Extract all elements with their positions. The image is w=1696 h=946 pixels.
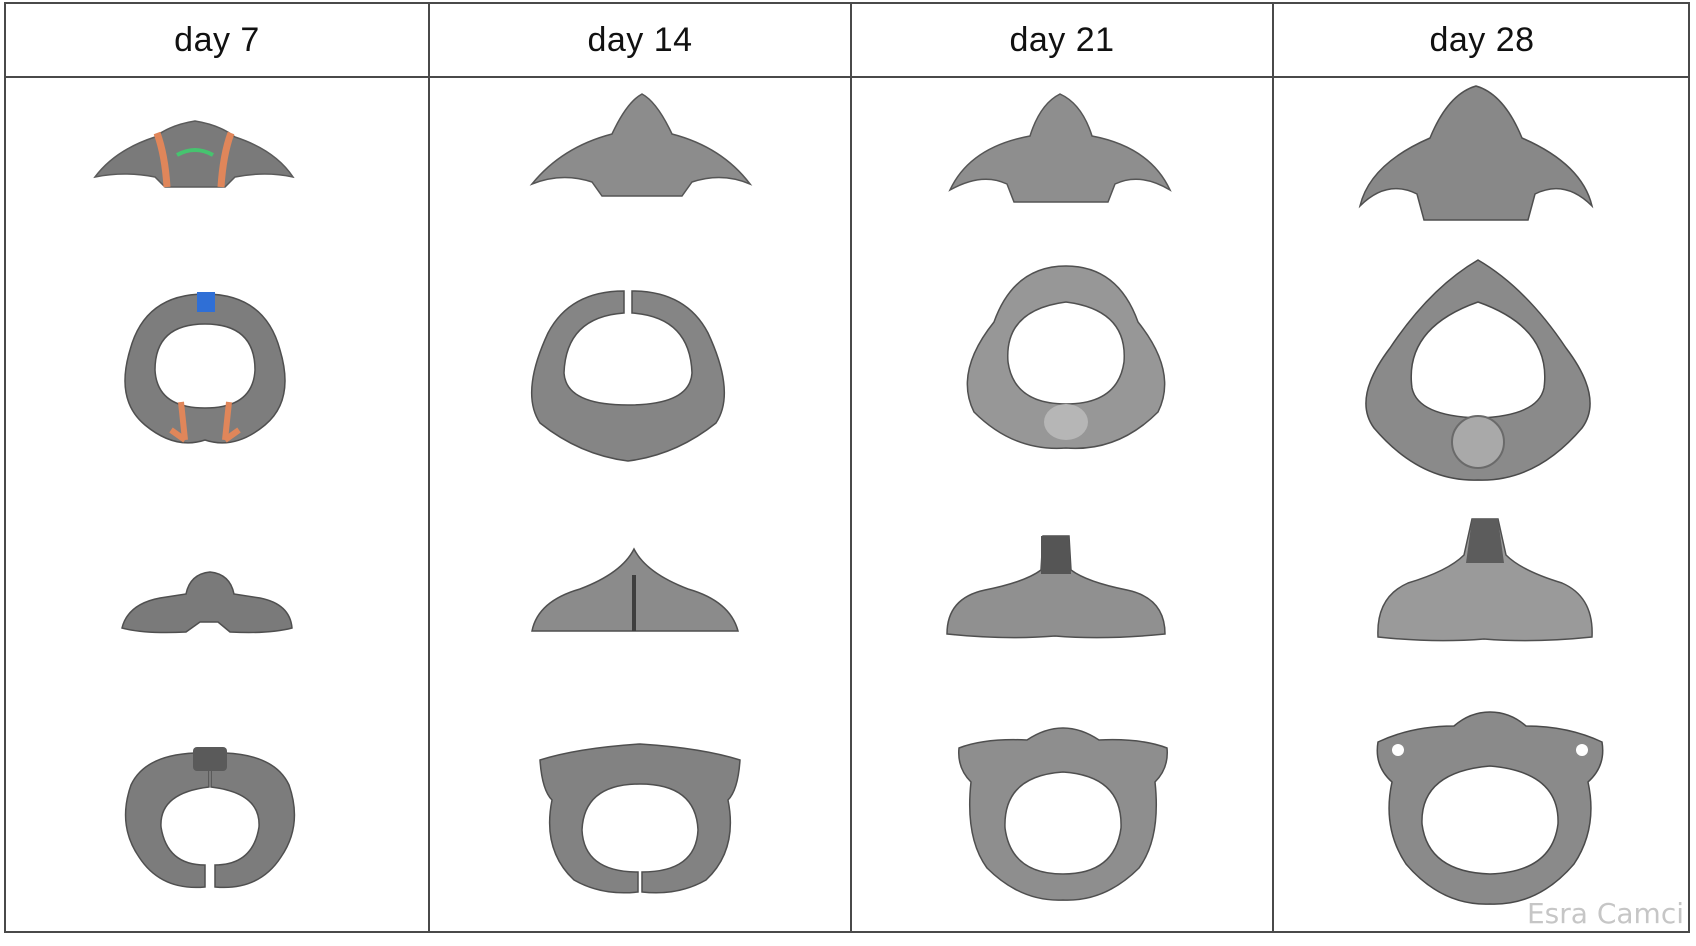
column-divider	[850, 4, 852, 931]
vertebra-day7-view1	[93, 120, 295, 188]
column-header-day28: day 28	[1429, 20, 1535, 59]
column-header-day14: day 14	[587, 20, 693, 59]
column-header-day7: day 7	[174, 20, 260, 59]
header-divider	[6, 76, 1688, 78]
watermark-text: Esra Camci	[1526, 897, 1684, 930]
vertebra-day7-view2	[124, 292, 286, 444]
vertebra-day14-view4	[539, 743, 741, 894]
vertebra-day21-view4	[958, 727, 1168, 901]
vertebra-day21-view3	[946, 535, 1166, 639]
vertebra-day28-view1	[1358, 85, 1594, 221]
vertebra-day14-view1	[529, 93, 753, 197]
vertebra-day28-view2	[1365, 259, 1591, 481]
vertebra-day7-view4	[124, 747, 296, 889]
column-divider	[428, 4, 430, 931]
vertebra-day28-view4	[1376, 711, 1604, 905]
column-header-day21: day 21	[1009, 20, 1115, 59]
vertebra-day14-view3	[531, 547, 739, 632]
vertebra-day21-view1	[948, 93, 1172, 203]
vertebra-day28-view3	[1377, 518, 1593, 642]
vertebra-day14-view2	[530, 290, 726, 462]
vertebra-day7-view3	[121, 571, 293, 634]
vertebra-day21-view2	[966, 265, 1166, 450]
figure-grid: day 7 day 14 day 21 day 28	[4, 2, 1690, 933]
column-divider	[1272, 4, 1274, 931]
